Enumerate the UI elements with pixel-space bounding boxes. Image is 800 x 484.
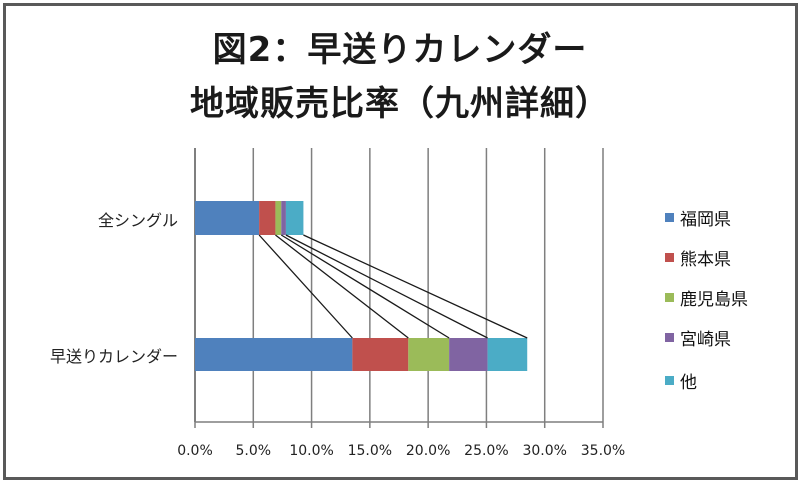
legend-item-fukuoka: 福岡県 (665, 207, 731, 230)
legend-item-kagoshima: 鹿児島県 (665, 287, 748, 310)
legend-label: 福岡県 (680, 209, 731, 230)
category-label-all-singles: 全シングル (97, 211, 178, 230)
x-tick-label: 5.0% (235, 443, 272, 459)
series-line (275, 234, 409, 339)
legend-label: 鹿児島県 (680, 289, 748, 310)
bar-segment (275, 201, 282, 235)
series-line (303, 234, 528, 339)
series-line (258, 234, 353, 339)
x-tick-label: 30.0% (522, 443, 567, 459)
chart-title-line-2: 地域販売比率（九州詳細） (190, 84, 610, 124)
category-label-fast-forward-calendar: 早送りカレンダー (49, 347, 178, 366)
legend-swatch-icon (665, 252, 674, 262)
bar-segment (259, 201, 276, 235)
legend-label: 宮崎県 (680, 329, 731, 350)
x-tick-label: 20.0% (405, 443, 451, 459)
legend-swatch-icon (665, 332, 674, 342)
legend-swatch-icon (665, 212, 674, 222)
legend-label: 他 (680, 372, 697, 393)
bar-segment (449, 338, 488, 371)
series-line (285, 234, 488, 339)
bar-segment (281, 201, 286, 235)
x-tick-label: 25.0% (464, 443, 509, 459)
bar-segment (195, 201, 260, 235)
bar-segment (352, 338, 409, 371)
legend-item-other: 他 (665, 370, 697, 393)
chart-border (3, 3, 798, 480)
x-tick-label: 35.0% (580, 443, 626, 459)
chart-title-line-1: 図2：早送りカレンダー (212, 30, 588, 70)
x-tick-label: 0.0% (177, 443, 213, 459)
x-tick-label: 15.0% (347, 443, 393, 459)
x-tick-label: 10.0% (289, 443, 334, 459)
series-line (280, 234, 450, 339)
legend-item-miyazaki: 宮崎県 (665, 327, 731, 350)
legend-swatch-icon (665, 292, 674, 302)
bar-segment (487, 338, 528, 371)
legend-item-kumamoto: 熊本県 (665, 247, 731, 270)
bar-segment (408, 338, 450, 371)
legend-label: 熊本県 (680, 249, 731, 270)
bar-segment (285, 201, 304, 235)
bar-segment (195, 338, 353, 371)
legend-swatch-icon (665, 375, 674, 385)
